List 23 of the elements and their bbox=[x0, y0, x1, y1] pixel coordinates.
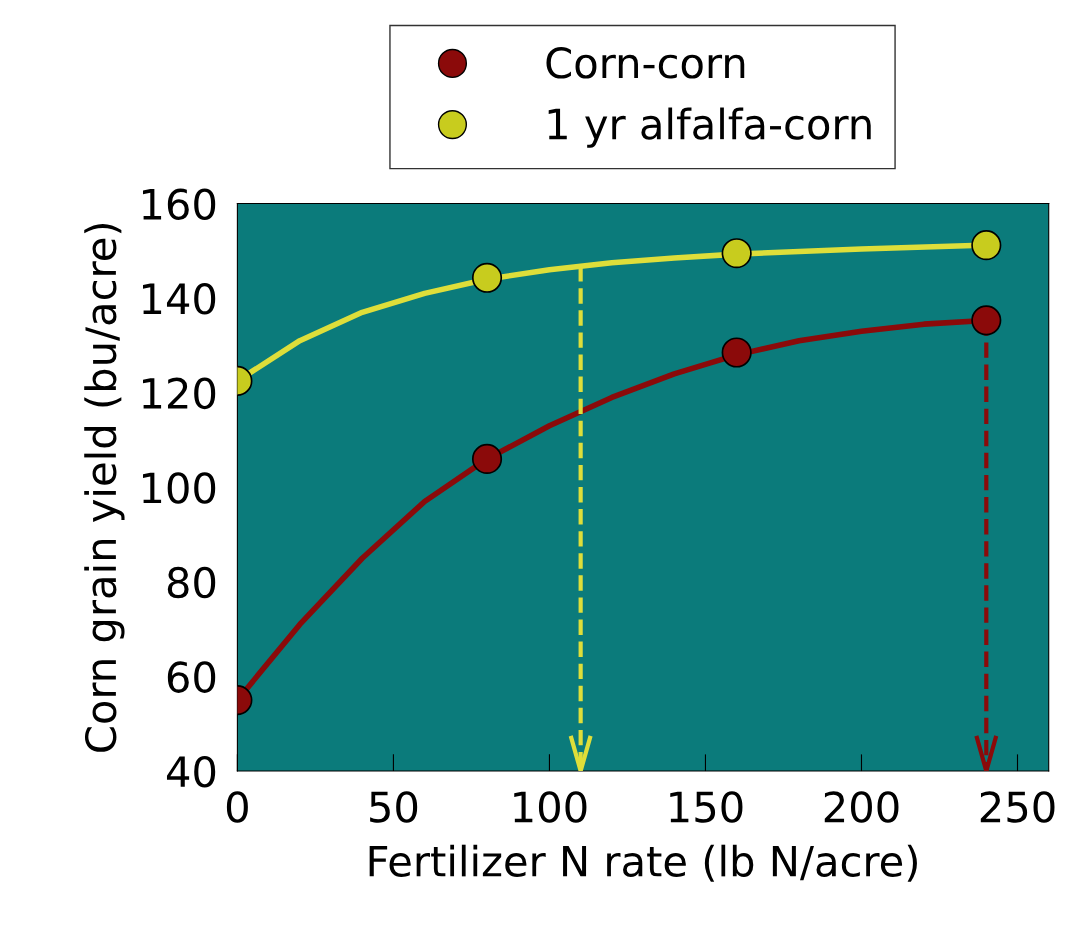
x-tick-label: 250 bbox=[980, 791, 1055, 823]
x-tick-label: 150 bbox=[670, 791, 743, 823]
y-tick-label: 80 bbox=[167, 566, 216, 599]
y-axis-title: Corn grain yield (bu/acre) bbox=[84, 223, 125, 752]
legend-label: Corn-corn bbox=[546, 47, 745, 79]
point bbox=[721, 238, 752, 269]
x-tick-label: 50 bbox=[370, 791, 418, 823]
y-tick-label: 100 bbox=[143, 472, 216, 504]
point bbox=[471, 262, 503, 293]
point bbox=[971, 230, 1002, 261]
y-tick-label: 40 bbox=[166, 755, 216, 788]
y-tick-label: 120 bbox=[143, 377, 216, 410]
y-tick-label: 60 bbox=[167, 661, 216, 693]
y-tick-label: 140 bbox=[143, 283, 216, 315]
x-axis-title: Fertilizer N rate (lb N/acre) bbox=[369, 844, 917, 882]
x-tick-label: 0 bbox=[226, 791, 248, 823]
x-tick-label: 100 bbox=[514, 791, 587, 823]
y-tick-label: 160 bbox=[143, 188, 216, 220]
point bbox=[721, 337, 752, 368]
x-tick-label: 200 bbox=[824, 791, 899, 823]
point bbox=[471, 443, 503, 474]
legend-label: 1 yr alfalfa-corn bbox=[548, 107, 871, 148]
point bbox=[971, 305, 1002, 336]
